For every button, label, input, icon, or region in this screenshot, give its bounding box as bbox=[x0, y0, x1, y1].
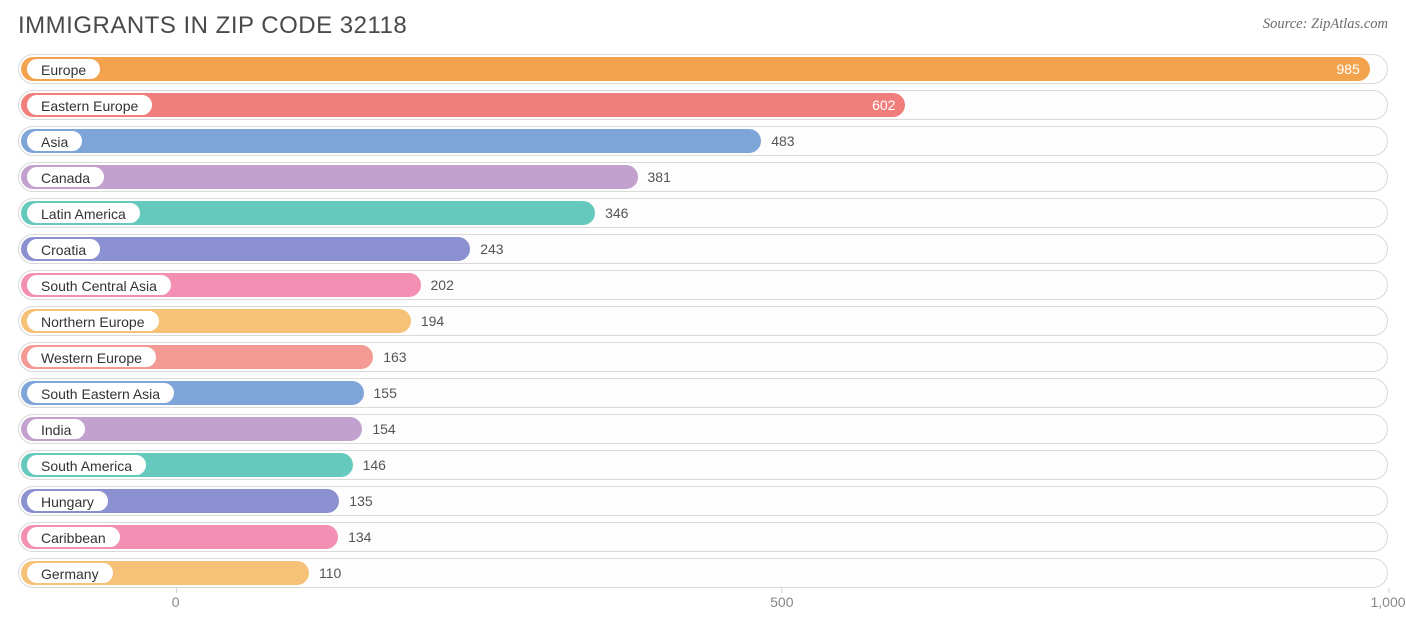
axis-tick: 500 bbox=[770, 594, 793, 610]
bar-category-pill: India bbox=[26, 418, 86, 440]
axis-tick: 1,000 bbox=[1370, 594, 1405, 610]
chart-header: IMMIGRANTS IN ZIP CODE 32118 Source: Zip… bbox=[18, 12, 1388, 40]
bar-value-label: 483 bbox=[761, 126, 794, 156]
chart-container: IMMIGRANTS IN ZIP CODE 32118 Source: Zip… bbox=[0, 0, 1406, 643]
bar-row: South Central Asia 202 bbox=[18, 270, 1388, 300]
bar-category-pill: Latin America bbox=[26, 202, 141, 224]
chart-title: IMMIGRANTS IN ZIP CODE 32118 bbox=[18, 12, 407, 40]
chart-source: Source: ZipAtlas.com bbox=[1263, 12, 1388, 33]
bar-value-label: 155 bbox=[364, 378, 397, 408]
bar-row: Asia 483 bbox=[18, 126, 1388, 156]
bar-category-pill: Croatia bbox=[26, 238, 101, 260]
bar-row: India 154 bbox=[18, 414, 1388, 444]
bar-value-label: 985 bbox=[21, 54, 1370, 84]
bar-row: South America 146 bbox=[18, 450, 1388, 480]
bar-value-label: 381 bbox=[638, 162, 671, 192]
bar-value-label: 194 bbox=[411, 306, 444, 336]
bar-row: Hungary 135 bbox=[18, 486, 1388, 516]
bar-value-label: 163 bbox=[373, 342, 406, 372]
bar-category-pill: Asia bbox=[26, 130, 83, 152]
bar-value-label: 243 bbox=[470, 234, 503, 264]
bar-value-label: 202 bbox=[421, 270, 454, 300]
bar-value-label: 602 bbox=[21, 90, 905, 120]
bar-value-label: 146 bbox=[353, 450, 386, 480]
bar-row: Europe985 bbox=[18, 54, 1388, 84]
x-axis: 05001,000 bbox=[18, 594, 1388, 626]
bar-value-label: 110 bbox=[309, 558, 341, 588]
bar-row: Western Europe 163 bbox=[18, 342, 1388, 372]
bar-category-pill: Caribbean bbox=[26, 526, 121, 548]
bar-value-label: 154 bbox=[362, 414, 395, 444]
bar-category-pill: Northern Europe bbox=[26, 310, 160, 332]
bar-fill bbox=[21, 129, 761, 153]
bar-category-pill: South Central Asia bbox=[26, 274, 172, 296]
axis-tick: 0 bbox=[172, 594, 180, 610]
bar-category-pill: Germany bbox=[26, 562, 114, 584]
bar-category-pill: South Eastern Asia bbox=[26, 382, 175, 404]
bar-category-pill: Western Europe bbox=[26, 346, 157, 368]
bar-row: Northern Europe 194 bbox=[18, 306, 1388, 336]
bar-category-pill: South America bbox=[26, 454, 147, 476]
bar-value-label: 346 bbox=[595, 198, 628, 228]
chart-area: Europe985 Eastern Europe602 Asia 483 Canada 3… bbox=[18, 54, 1388, 588]
bar-row: Germany 110 bbox=[18, 558, 1388, 588]
bar-row: Croatia 243 bbox=[18, 234, 1388, 264]
bar-row: Eastern Europe602 bbox=[18, 90, 1388, 120]
bar-value-label: 134 bbox=[338, 522, 371, 552]
bar-row: Latin America 346 bbox=[18, 198, 1388, 228]
bar-category-pill: Canada bbox=[26, 166, 105, 188]
bar-row: Canada 381 bbox=[18, 162, 1388, 192]
bar-row: Caribbean 134 bbox=[18, 522, 1388, 552]
bar-value-label: 135 bbox=[339, 486, 372, 516]
bar-fill bbox=[21, 165, 638, 189]
bar-category-pill: Hungary bbox=[26, 490, 109, 512]
bar-row: South Eastern Asia 155 bbox=[18, 378, 1388, 408]
